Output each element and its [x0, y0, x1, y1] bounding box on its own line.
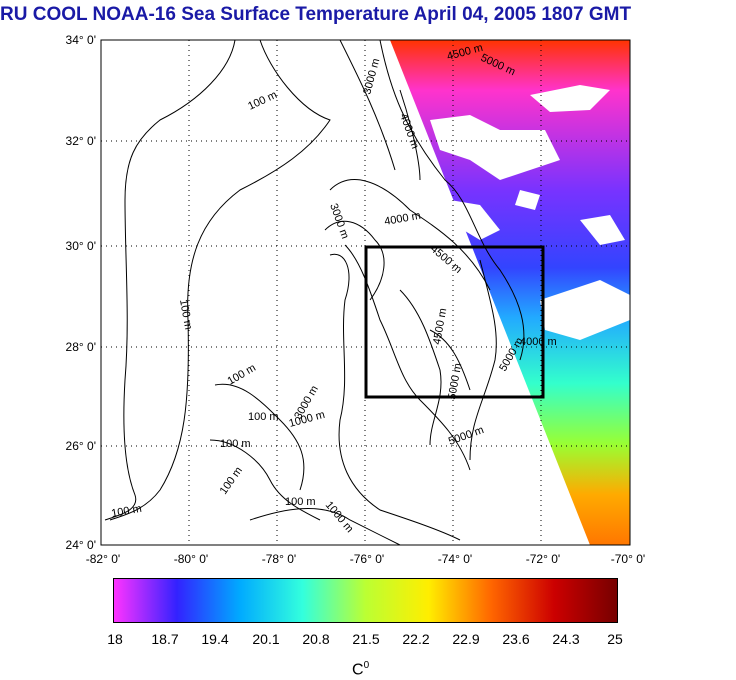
region-box: [364, 245, 545, 399]
page-title: RU COOL NOAA-16 Sea Surface Temperature …: [0, 4, 632, 25]
contour-label: 5000 m: [447, 424, 486, 448]
colorbar-tick: 22.2: [402, 631, 430, 647]
lon-label: -72° 0': [526, 552, 560, 566]
contour-label: 4500 m: [431, 307, 449, 345]
lon-label: -76° 0': [350, 552, 384, 566]
lon-label: -78° 0': [262, 552, 296, 566]
lon-label: -82° 0': [86, 552, 120, 566]
contour-label: 100 m: [218, 465, 245, 497]
contour-label: 4000 m: [520, 336, 557, 348]
contour-label: 100 m: [246, 89, 279, 113]
colorbar-gradient: [113, 578, 618, 623]
colorbar-tick: 24.3: [552, 631, 580, 647]
latitude-labels: 34° 0' 32° 0' 30° 0' 28° 0' 26° 0' 24° 0…: [66, 33, 96, 552]
sst-swath: [390, 40, 630, 545]
colorbar-tick: 21.5: [352, 631, 380, 647]
contour-label: 5000 m: [446, 362, 464, 400]
contour-label: 100 m: [110, 503, 142, 520]
contour-label: 100 m: [177, 298, 194, 330]
coastline: [104, 40, 525, 545]
longitude-labels: -82° 0' -80° 0' -78° 0' -76° 0' -74° 0' …: [86, 552, 645, 566]
contour-label: 4000 m: [397, 112, 421, 151]
lat-label: 34° 0': [66, 33, 96, 47]
contour-label: 100 m: [248, 411, 279, 423]
lat-label: 28° 0': [66, 340, 96, 354]
contour-label: 3000 m: [361, 57, 382, 96]
contour-label: 100 m: [285, 496, 316, 508]
contour-label: 100 m: [220, 438, 251, 450]
colorbar-tick: 20.8: [302, 631, 330, 647]
colorbar-tick: 25: [607, 631, 623, 647]
lat-label: 30° 0': [66, 239, 96, 253]
colorbar-tick: 18: [107, 631, 123, 647]
colorbar-tick: 23.6: [502, 631, 530, 647]
contour-label: 4000 m: [383, 210, 421, 228]
colorbar: [113, 578, 618, 623]
lon-label: -74° 0': [438, 552, 472, 566]
colorbar-tick: 22.9: [452, 631, 480, 647]
lat-label: 26° 0': [66, 439, 96, 453]
colorbar-tick: 19.4: [201, 631, 229, 647]
lon-label: -70° 0': [611, 552, 645, 566]
lon-label: -80° 0': [174, 552, 208, 566]
contour-label: 1000 m: [323, 499, 356, 535]
lat-label: 24° 0': [66, 538, 96, 552]
colorbar-tick: 18.7: [151, 631, 179, 647]
contour-label: 100 m: [226, 362, 258, 388]
colorbar-tick: 20.1: [252, 631, 280, 647]
colorbar-unit-label: C0: [352, 660, 370, 679]
map-frame: [100, 39, 631, 546]
lat-label: 32° 0': [66, 134, 96, 148]
